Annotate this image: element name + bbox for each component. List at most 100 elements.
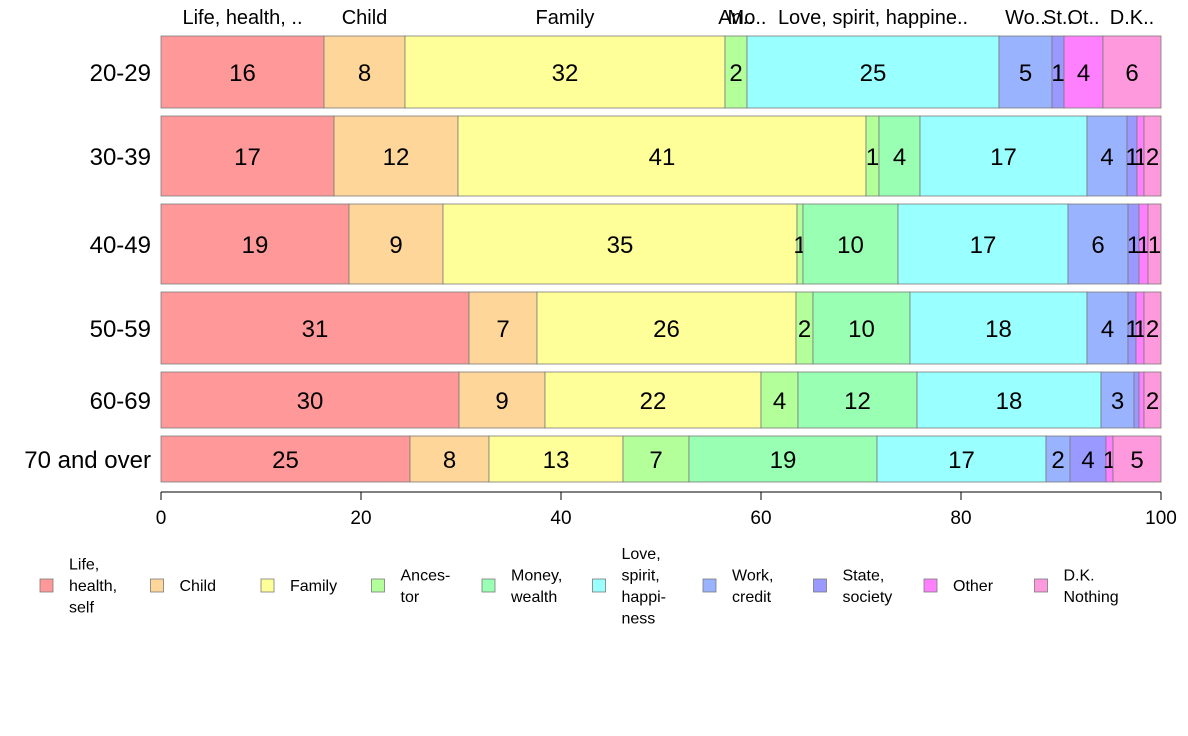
data-label: 7: [496, 316, 509, 343]
data-label: 35: [607, 232, 634, 259]
legend-label: D.K. Nothing: [1064, 567, 1119, 606]
bar-segment: [488, 435, 624, 483]
legend-swatch: [813, 578, 827, 593]
data-label: 8: [358, 60, 371, 87]
data-label: 2: [798, 316, 811, 343]
legend-label: Child: [180, 578, 216, 595]
data-label: 1: [1051, 60, 1064, 87]
x-tick-label: 40: [550, 508, 571, 529]
data-label: 12: [383, 144, 410, 171]
bar-segment: [760, 371, 799, 429]
data-label: 1: [1148, 232, 1161, 259]
data-label: 17: [234, 144, 261, 171]
x-tick-label: 0: [156, 508, 167, 529]
bar-segment: [404, 35, 726, 109]
bar-segment: [1067, 203, 1129, 285]
data-label: 5: [1130, 447, 1143, 474]
legend-label: Ances-tor: [401, 567, 451, 606]
row-label: 40-49: [90, 232, 151, 259]
legend-label: Other: [953, 578, 994, 595]
data-label: 17: [990, 144, 1017, 171]
data-label: 6: [1125, 60, 1138, 87]
bar-segment: [160, 435, 411, 483]
data-label: 4: [773, 388, 786, 415]
legend-swatch: [39, 578, 54, 593]
legend-label: Money, wealth: [510, 567, 562, 606]
data-label: 32: [552, 60, 579, 87]
data-label: 31: [302, 316, 329, 343]
data-label: 4: [1077, 60, 1090, 87]
x-tick-label: 100: [1145, 508, 1177, 529]
bar-segment: [442, 203, 798, 285]
legend-swatch: [260, 578, 275, 593]
data-label: 26: [653, 316, 680, 343]
data-label: 7: [649, 447, 662, 474]
top-label: An..: [718, 7, 754, 29]
data-label: 3: [1111, 388, 1124, 415]
bar-segment: [1143, 371, 1162, 429]
row-label: 30-39: [90, 144, 151, 171]
data-label: 12: [844, 388, 871, 415]
bar-segment: [876, 435, 1047, 483]
data-label: 18: [996, 388, 1023, 415]
bar-segment: [1045, 435, 1071, 483]
top-label: St..: [1043, 7, 1073, 29]
bar-segment: [622, 435, 690, 483]
legend-label: Family: [290, 578, 337, 595]
bar-segment: [1112, 435, 1162, 483]
x-tick-label: 20: [350, 508, 371, 529]
top-label: D.K..: [1110, 7, 1154, 29]
data-label: 19: [242, 232, 269, 259]
x-tick-label: 80: [950, 508, 971, 529]
data-label: 1: [1125, 144, 1138, 171]
data-label: 4: [1081, 447, 1094, 474]
bar-segment: [458, 371, 546, 429]
bar-segment: [160, 35, 325, 109]
data-label: 25: [272, 447, 299, 474]
data-label: 1: [1125, 316, 1138, 343]
legend-label: Love, spirit, happi-ness: [622, 546, 666, 628]
legend-label: Work, credit: [732, 567, 773, 606]
row-label: 70 and over: [24, 447, 151, 474]
legend-swatch: [481, 578, 496, 593]
data-label: 1: [1133, 316, 1146, 343]
bar-segment: [468, 291, 538, 365]
data-label: 16: [229, 60, 256, 87]
bar-segment: [536, 291, 797, 365]
data-label: 1: [866, 144, 879, 171]
bar-segment: [878, 115, 921, 197]
legend-swatch: [923, 578, 938, 593]
bar-segment: [802, 203, 899, 285]
data-label: 4: [1100, 144, 1113, 171]
bar-segment: [544, 371, 762, 429]
bar-segment: [919, 115, 1088, 197]
bar-segment: [1147, 203, 1162, 285]
bar-segment: [1143, 115, 1162, 197]
data-label: 10: [848, 316, 875, 343]
bar-segment: [812, 291, 911, 365]
top-label: Life, health, ..: [182, 7, 302, 29]
data-label: 2: [1146, 388, 1159, 415]
bar-segment: [1100, 371, 1135, 429]
data-label: 1: [1137, 232, 1150, 259]
data-label: 5: [1019, 60, 1032, 87]
data-label: 1: [1127, 232, 1140, 259]
bar-segment: [909, 291, 1088, 365]
data-label: 41: [649, 144, 676, 171]
bar-segment: [688, 435, 878, 483]
bar-segment: [1069, 435, 1107, 483]
data-label: 4: [1101, 316, 1114, 343]
legend: Life, health, self Child Family Ances-tor Mone…: [39, 546, 1119, 628]
bar-segment: [160, 115, 335, 197]
legend-swatch: [150, 578, 164, 593]
data-label: 17: [948, 447, 975, 474]
data-label: 9: [389, 232, 402, 259]
bar-segment: [333, 115, 459, 197]
data-label: 10: [837, 232, 864, 259]
data-label: 8: [443, 447, 456, 474]
top-label: Ot..: [1067, 7, 1099, 29]
data-label: 25: [860, 60, 887, 87]
bar-segment: [457, 115, 867, 197]
row-label: 20-29: [90, 60, 151, 87]
